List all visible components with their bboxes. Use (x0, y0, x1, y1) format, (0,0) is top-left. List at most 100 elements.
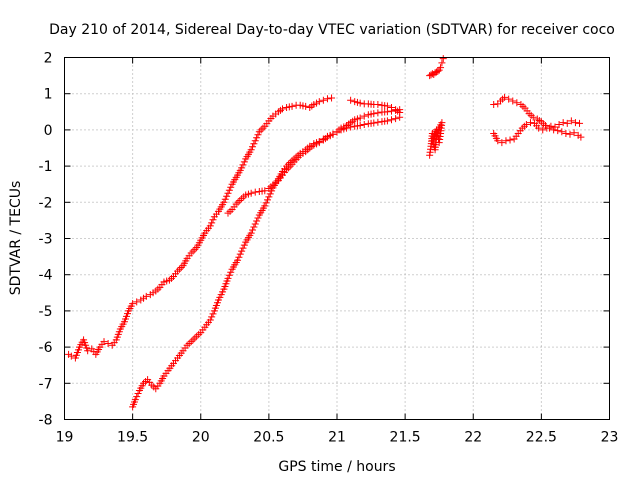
data-point (513, 99, 521, 107)
data-point (262, 199, 270, 207)
plot-frame (64, 57, 610, 420)
data-point (221, 195, 229, 203)
data-point (255, 128, 263, 136)
data-point (253, 217, 261, 225)
data-point (563, 119, 571, 127)
data-point (279, 105, 286, 113)
data-point (535, 124, 543, 132)
y-tick-label: -8 (39, 413, 53, 429)
data-point (250, 223, 258, 231)
data-point (571, 119, 579, 127)
data-point (437, 64, 445, 72)
data-point (239, 244, 247, 252)
data-point (529, 113, 537, 121)
data-point (223, 192, 231, 200)
data-point (266, 190, 274, 198)
data-point (264, 196, 272, 204)
y-tick-label: -7 (39, 376, 53, 392)
data-point (240, 158, 248, 166)
data-point (133, 298, 141, 306)
data-point (208, 219, 216, 227)
data-point (356, 122, 364, 130)
data-point (187, 249, 195, 257)
grid (64, 57, 610, 420)
data-point (558, 128, 566, 136)
data-point (104, 339, 112, 347)
y-tick-label: -4 (39, 268, 53, 284)
data-point (236, 196, 244, 204)
data-point (509, 97, 517, 105)
data-point (498, 139, 506, 147)
data-point (251, 220, 259, 228)
y-tick-label: 0 (44, 123, 53, 139)
data-point (225, 271, 233, 279)
chart-title: Day 210 of 2014, Sidereal Day-to-day VTE… (49, 22, 615, 38)
data-point (374, 118, 382, 126)
data-point (249, 143, 257, 151)
data-point (129, 300, 137, 308)
x-tick-label: 19 (56, 430, 74, 446)
data-point (555, 120, 563, 128)
data-point (370, 110, 378, 118)
y-tick-label: -5 (39, 304, 53, 320)
data-point (253, 134, 261, 142)
data-point (439, 55, 447, 63)
series-satellite-track-a (65, 94, 336, 362)
y-tick-label: -2 (39, 195, 53, 211)
data-point (209, 216, 217, 224)
data-point (550, 126, 558, 134)
data-point (265, 193, 273, 201)
data-point (543, 124, 551, 132)
data-point (131, 396, 139, 404)
data-point (238, 247, 246, 255)
data-point (388, 103, 395, 111)
data-series (65, 55, 585, 411)
series-satellite-track-b (129, 113, 404, 411)
data-point (100, 338, 108, 346)
data-point (249, 226, 257, 234)
data-point (227, 268, 235, 276)
data-point (562, 130, 570, 138)
data-point (235, 253, 243, 261)
data-point (374, 109, 382, 117)
data-point (522, 120, 530, 128)
data-point (251, 137, 259, 145)
data-point (250, 140, 258, 148)
data-point (501, 93, 509, 101)
data-point (134, 390, 142, 398)
data-point (224, 274, 232, 282)
data-point (328, 94, 336, 102)
series-satellite-track-e (426, 55, 447, 80)
data-point (315, 139, 323, 147)
data-point (238, 164, 246, 172)
data-point (319, 96, 327, 104)
data-point (388, 116, 395, 124)
data-point (360, 112, 368, 120)
data-point (191, 245, 199, 253)
data-point (432, 133, 440, 141)
data-point (174, 267, 182, 275)
data-point (257, 126, 265, 134)
data-point (383, 102, 391, 110)
x-tick-label: 20.5 (253, 430, 284, 446)
data-point (383, 117, 391, 125)
data-point (286, 162, 294, 170)
data-point (392, 115, 400, 123)
x-tick-label: 22.5 (526, 430, 557, 446)
data-point (288, 102, 296, 110)
data-point (206, 316, 214, 324)
x-tick-label: 20 (192, 430, 210, 446)
data-point (494, 137, 502, 145)
y-tick-labels: -8 -7 -6 -5 -4 -3 -2 -1 0 1 2 (39, 51, 53, 429)
data-point (67, 352, 75, 360)
data-point (177, 263, 185, 271)
data-point (232, 200, 240, 208)
data-point (133, 393, 141, 401)
data-point (284, 164, 292, 172)
data-point (175, 265, 183, 273)
series-satellite-track-d (347, 96, 404, 117)
data-point (236, 250, 244, 258)
data-point (570, 129, 578, 137)
x-axis-label: GPS time / hours (278, 459, 395, 475)
data-point (247, 146, 255, 154)
